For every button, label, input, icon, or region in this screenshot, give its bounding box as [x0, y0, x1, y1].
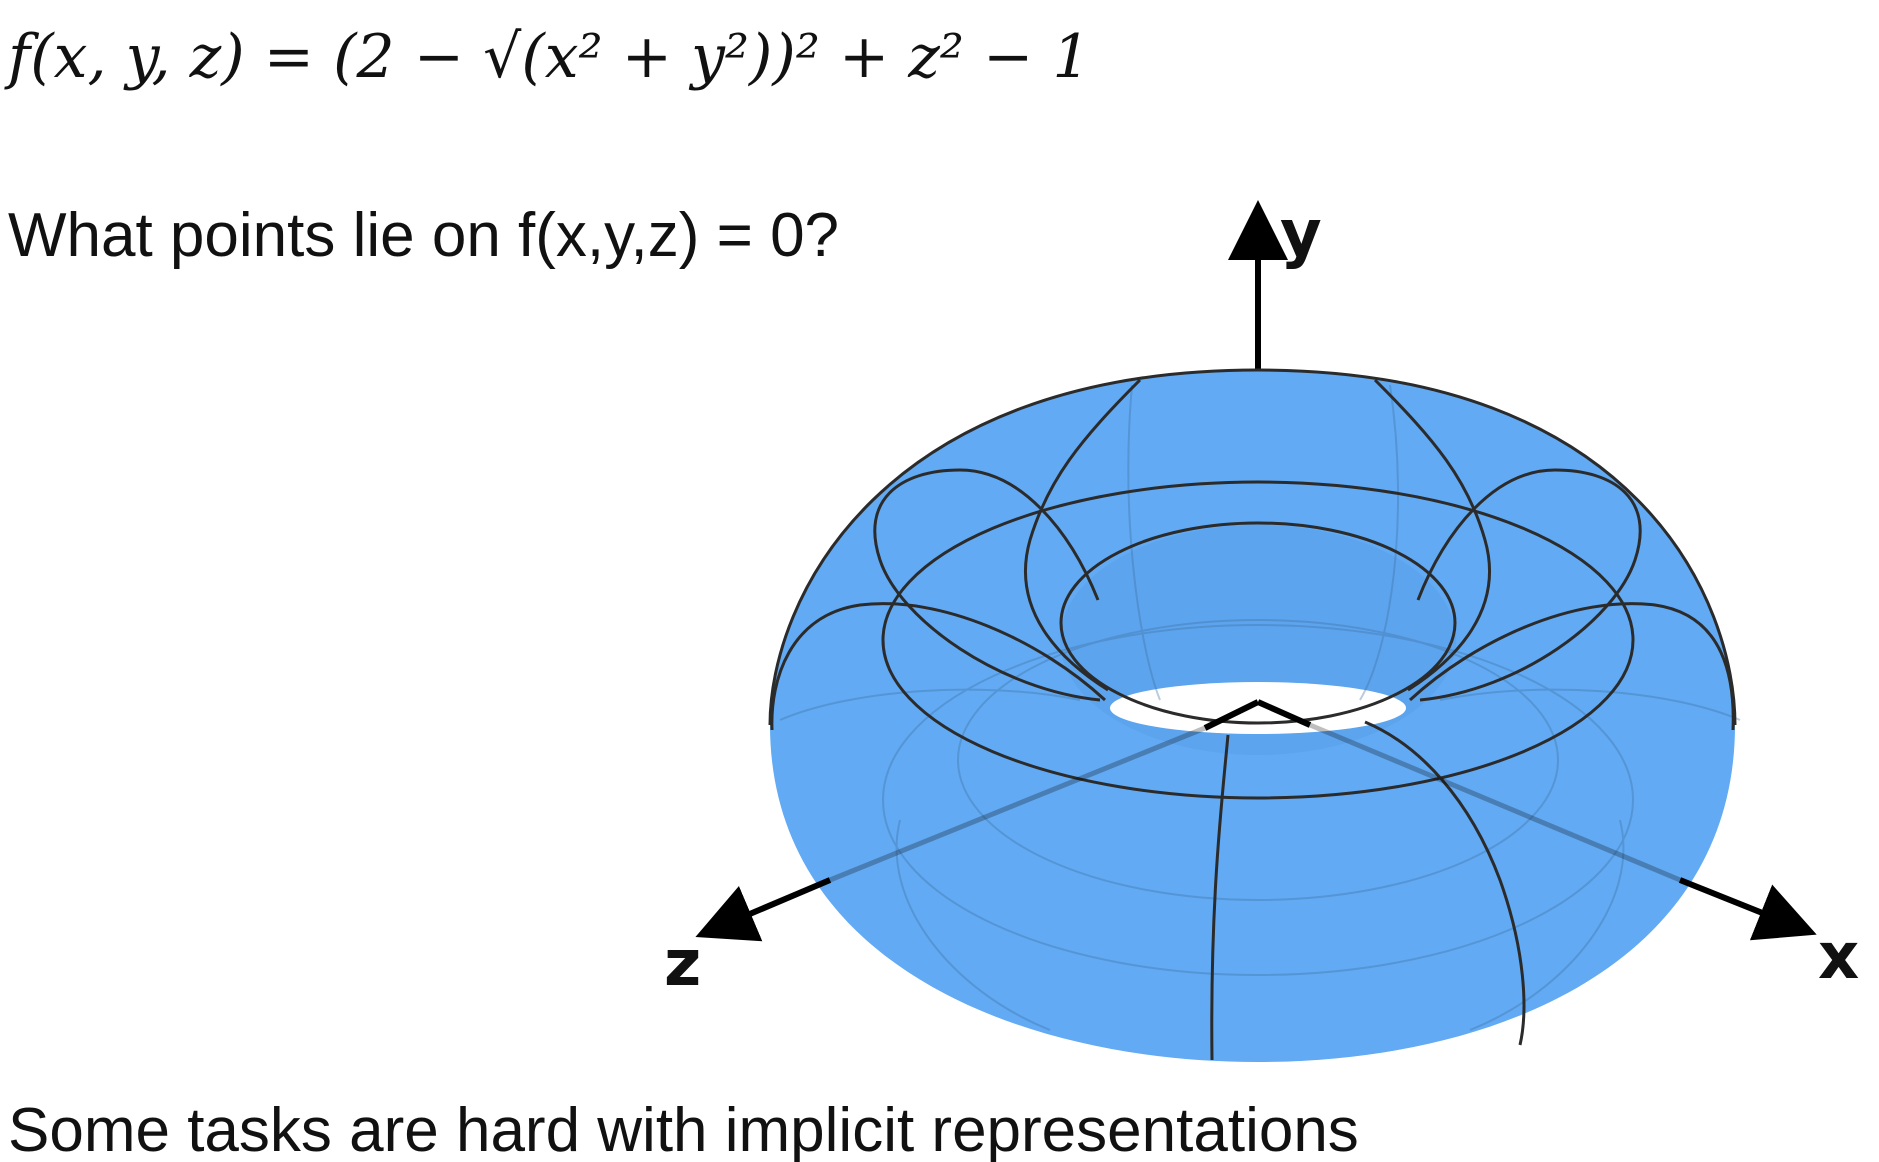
z-axis-inner: [1203, 699, 1260, 731]
z-axis-label: z: [664, 927, 701, 1001]
footer-caption: Some tasks are hard with implicit repres…: [8, 1096, 1359, 1162]
implicit-function-formula: f(x, y, z) = (2 − √(x² + y²))² + z² − 1: [8, 22, 1091, 92]
torus-surface: [770, 370, 1735, 1062]
torus-hidden-wireframe: [779, 384, 1741, 1031]
x-axis-inner: [1256, 699, 1312, 728]
torus-wireframe: [768, 368, 1737, 1061]
y-axis-label: y: [1280, 197, 1322, 271]
x-axis-label: x: [1818, 920, 1859, 994]
x-axis: [1678, 877, 1817, 941]
z-axis: [695, 877, 832, 942]
question-text: What points lie on f(x,y,z) = 0?: [8, 201, 840, 270]
